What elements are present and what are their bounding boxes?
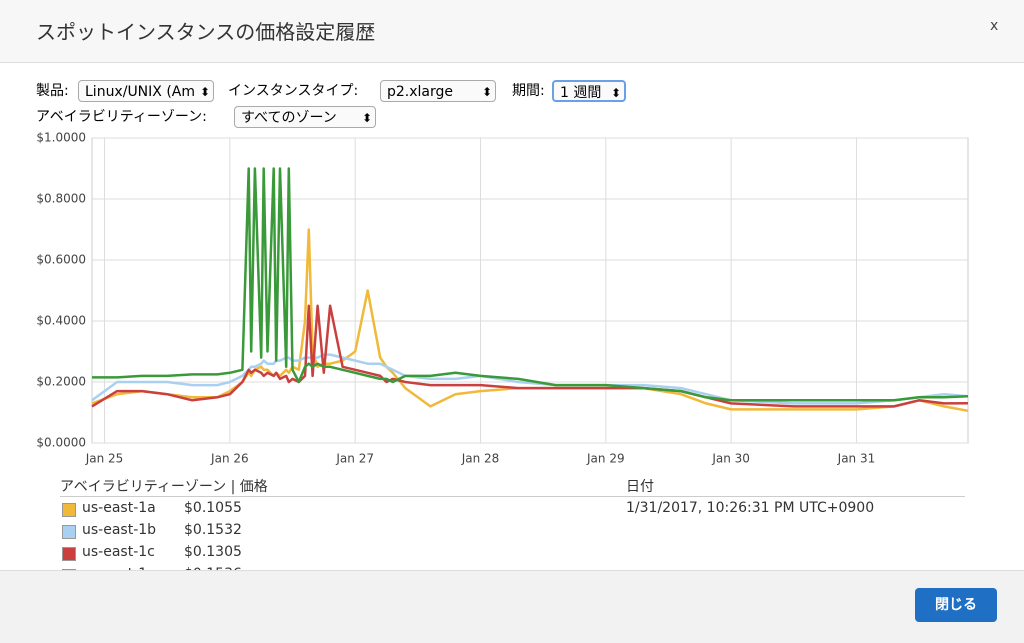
filter-label: アベイラビリティーゾーン:: [36, 109, 207, 125]
divider: [60, 496, 965, 497]
legend-name: us-east-1e: [82, 566, 156, 570]
legend-swatch: [62, 525, 76, 539]
legend-price: $0.1055: [184, 500, 242, 516]
details: アベイラビリティーゾーン | 価格 日付 1/31/2017, 10:26:31…: [0, 470, 1024, 570]
zone-select[interactable]: すべてのゾーン: [234, 106, 376, 128]
legend-price: $0.1532: [184, 522, 242, 538]
close-button[interactable]: 閉じる: [915, 588, 997, 622]
close-icon[interactable]: x: [990, 18, 999, 34]
filter-label: 期間:: [512, 83, 545, 99]
modal-header: スポットインスタンスの価格設定履歴 x: [0, 0, 1024, 63]
legend-swatch: [62, 569, 76, 570]
x-tick-label: Jan 31: [837, 452, 876, 466]
y-tick-label: $1.0000: [36, 131, 86, 145]
date-value: 1/31/2017, 10:26:31 PM UTC+0900: [626, 500, 875, 516]
legend-swatch: [62, 503, 76, 517]
legend-price: $0.1536: [184, 566, 242, 570]
y-tick-label: $0.6000: [36, 253, 86, 267]
x-tick-label: Jan 26: [210, 452, 249, 466]
x-tick-label: Jan 27: [335, 452, 374, 466]
y-tick-label: $0.0000: [36, 436, 86, 450]
modal-title: スポットインスタンスの価格設定履歴: [36, 20, 376, 44]
series-line: [92, 167, 969, 402]
legend-name: us-east-1a: [82, 500, 156, 516]
y-tick-label: $0.8000: [36, 192, 86, 206]
filter-label: 製品:: [36, 83, 69, 99]
x-tick-label: Jan 29: [586, 452, 625, 466]
legend-name: us-east-1b: [82, 522, 157, 538]
date-header: 日付: [626, 479, 654, 495]
y-tick-label: $0.4000: [36, 314, 86, 328]
chart: $0.0000 $0.2000 $0.4000 $0.6000 $0.8000 $1.00…: [36, 131, 969, 466]
legend-price: $0.1305: [184, 544, 242, 560]
type-select[interactable]: p2.xlarge: [380, 80, 496, 102]
legend-name: us-east-1c: [82, 544, 155, 560]
x-tick-label: Jan 25: [85, 452, 124, 466]
y-tick-label: $0.2000: [36, 375, 86, 389]
plot-area: [91, 137, 969, 444]
modal-footer: 閉じる: [0, 570, 1024, 643]
zone-header: アベイラビリティーゾーン | 価格: [60, 479, 268, 495]
legend-swatch: [62, 547, 76, 561]
x-tick-label: Jan 30: [711, 452, 750, 466]
product-select[interactable]: Linux/UNIX (Am: [78, 80, 214, 102]
x-tick-label: Jan 28: [461, 452, 500, 466]
filter-label: インスタンスタイプ:: [228, 83, 359, 99]
period-select[interactable]: 1 週間: [552, 80, 626, 102]
